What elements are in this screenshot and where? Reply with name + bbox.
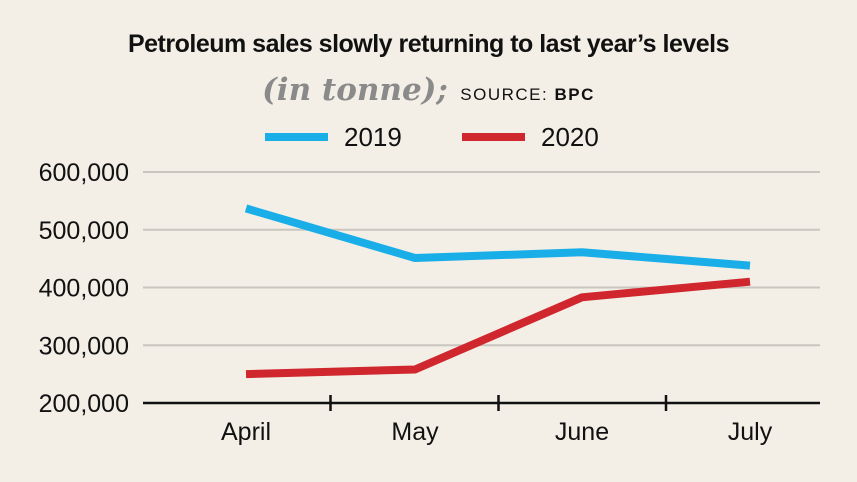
x-tick-label: July (728, 418, 773, 446)
source-name: BPC (554, 85, 595, 104)
series-line-2019 (244, 204, 751, 270)
x-tick-label: April (221, 418, 271, 446)
y-tick-label: 500,000 (39, 217, 129, 245)
y-tick-label: 600,000 (39, 159, 129, 187)
legend-label-2020: 2020 (541, 122, 599, 152)
y-tick-label: 200,000 (39, 390, 129, 418)
chart-subtitle: (in tonne); SOURCE: BPC (0, 72, 857, 108)
source-label: SOURCE: BPC (460, 85, 595, 104)
unit-label: (in tonne); (262, 72, 448, 108)
x-tick-label: June (555, 418, 609, 446)
series-line-2020 (245, 277, 751, 379)
legend-label-2019: 2019 (344, 122, 402, 152)
y-tick-label: 300,000 (39, 332, 129, 360)
source-prefix: SOURCE: (460, 85, 555, 104)
chart-title: Petroleum sales slowly returning to last… (127, 30, 730, 58)
x-tick-label: May (391, 418, 439, 446)
y-tick-label: 400,000 (39, 275, 129, 303)
